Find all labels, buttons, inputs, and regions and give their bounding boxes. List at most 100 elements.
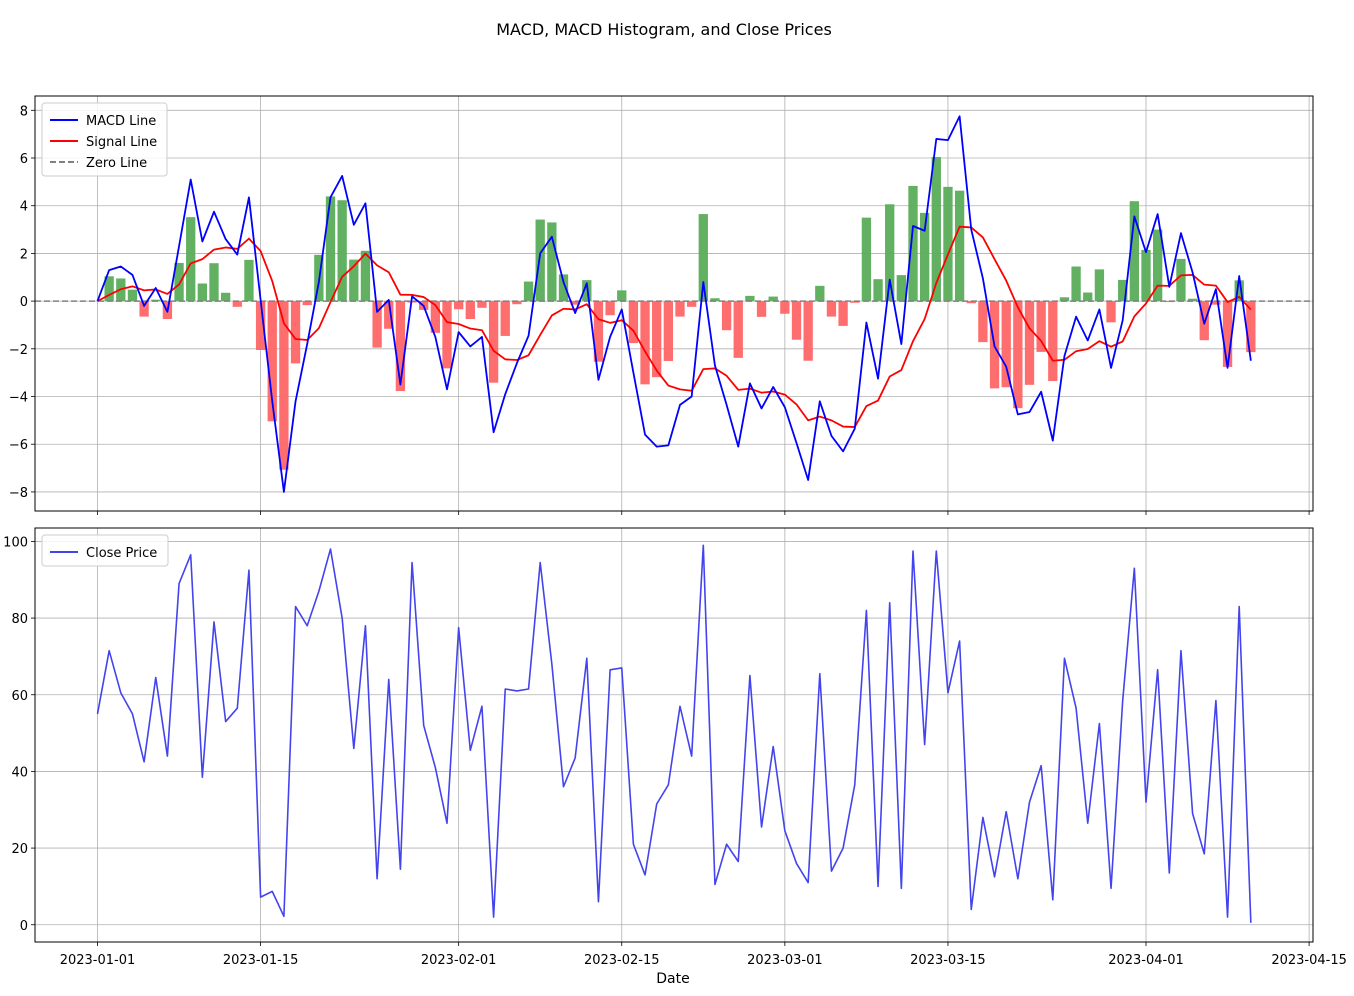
top-y-tick-label: 0 [20,295,28,310]
close-axes-frame [34,527,1314,943]
histogram-bar [1118,279,1128,302]
histogram-bar [209,263,219,302]
bot-y-tick-label: 20 [11,842,28,857]
x-axis-label: Date [656,971,689,987]
histogram-bar [197,283,208,302]
histogram-bar [360,250,371,302]
macd-histogram [104,157,1256,470]
x-tick-label: 2023-04-15 [1271,953,1347,968]
macd-legend: MACD Line Signal Line Zero Line [41,102,168,177]
bot-y-tick-label: 100 [3,535,28,550]
histogram-bar [372,301,382,348]
histogram-bar [1222,301,1233,367]
histogram-bar [978,301,988,343]
signal-line [97,225,1252,428]
bot-y-tick-label: 80 [11,612,28,627]
histogram-bar [1211,301,1221,305]
histogram-bar [861,217,872,302]
histogram-bar [1094,269,1105,302]
x-tick-label: 2023-03-15 [910,953,986,968]
histogram-bar [605,301,615,316]
histogram-bar [1048,301,1058,382]
histogram-bar [535,219,545,302]
histogram-bar [791,301,802,340]
histogram-bar [826,301,837,317]
histogram-bar [1129,201,1140,302]
macd-line [96,115,1252,493]
legend-box [41,102,168,177]
histogram-bar [908,185,918,302]
histogram-bar [139,301,149,317]
histogram-bar [628,301,639,344]
histogram-bar [290,301,301,364]
histogram-bar [325,196,336,302]
histogram-bar [174,262,184,302]
top-y-tick-label: 8 [20,104,28,119]
histogram-bar [384,301,394,329]
legend-label: Close Price [86,546,157,561]
histogram-bar [931,157,941,302]
histogram-bar [465,301,475,319]
histogram-bar [838,301,848,326]
histogram-bar [1059,297,1070,302]
histogram-bar [1083,292,1093,302]
histogram-bar [1187,298,1198,302]
histogram-bar [453,301,464,310]
histogram-bar [780,301,790,314]
top-y-tick-label: 4 [20,200,28,215]
close-legend: Close Price [41,534,169,567]
macd-y-ticks: −8 −6 −4 −2 0 2 4 6 8 [9,104,35,501]
histogram-bar [279,301,289,470]
histogram-bar [710,298,720,302]
macd-x-ticks [97,511,1310,515]
histogram-bar [395,301,406,392]
histogram-bar [686,301,697,307]
histogram-bar [1176,258,1186,302]
histogram-bar [896,275,907,302]
histogram-bar [617,290,627,302]
histogram-bar [104,276,114,302]
top-y-tick-label: −6 [9,438,28,453]
histogram-bar [1001,301,1011,388]
top-y-tick-label: −8 [9,486,28,501]
histogram-bar [430,301,441,333]
close-y-ticks: 0 20 40 60 80 100 [3,535,35,934]
histogram-bar [477,301,487,308]
histogram-bar [640,301,650,385]
close-x-ticks: 2023-01-01 2023-01-15 2023-02-01 2023-02-15… [60,942,1347,968]
histogram-bar [302,301,312,306]
bot-y-tick-label: 40 [11,765,28,780]
histogram-bar [1071,266,1081,302]
histogram-bar [1024,301,1035,385]
x-tick-label: 2023-01-15 [223,953,299,968]
histogram-bar [873,279,883,302]
close-lines [96,544,1252,923]
histogram-bar [570,301,580,305]
histogram-bar [244,259,254,302]
top-y-tick-label: 6 [20,152,28,167]
x-tick-label: 2023-04-01 [1108,953,1184,968]
top-y-tick-label: −4 [9,391,28,406]
histogram-bar [593,301,604,362]
histogram-bar [850,301,860,303]
histogram-bar [1013,301,1023,409]
chart-title: MACD, MACD Histogram, and Close Prices [496,20,832,39]
histogram-bar [966,301,976,304]
histogram-bar [512,301,522,305]
histogram-bar [1036,301,1046,352]
histogram-bar [675,301,685,317]
histogram-bar [919,212,930,302]
histogram-bar [803,301,813,361]
histogram-bar [721,301,732,331]
histogram-bar [943,186,953,302]
histogram-bar [1246,301,1256,353]
histogram-bar [232,301,242,307]
macd-lines [35,115,1313,493]
histogram-bar [547,222,557,302]
histogram-bar [488,301,499,383]
x-tick-label: 2023-01-01 [60,953,136,968]
histogram-bar [756,301,767,317]
histogram-bar [885,204,895,302]
histogram-bar [698,214,708,302]
legend-label: Signal Line [86,135,157,150]
